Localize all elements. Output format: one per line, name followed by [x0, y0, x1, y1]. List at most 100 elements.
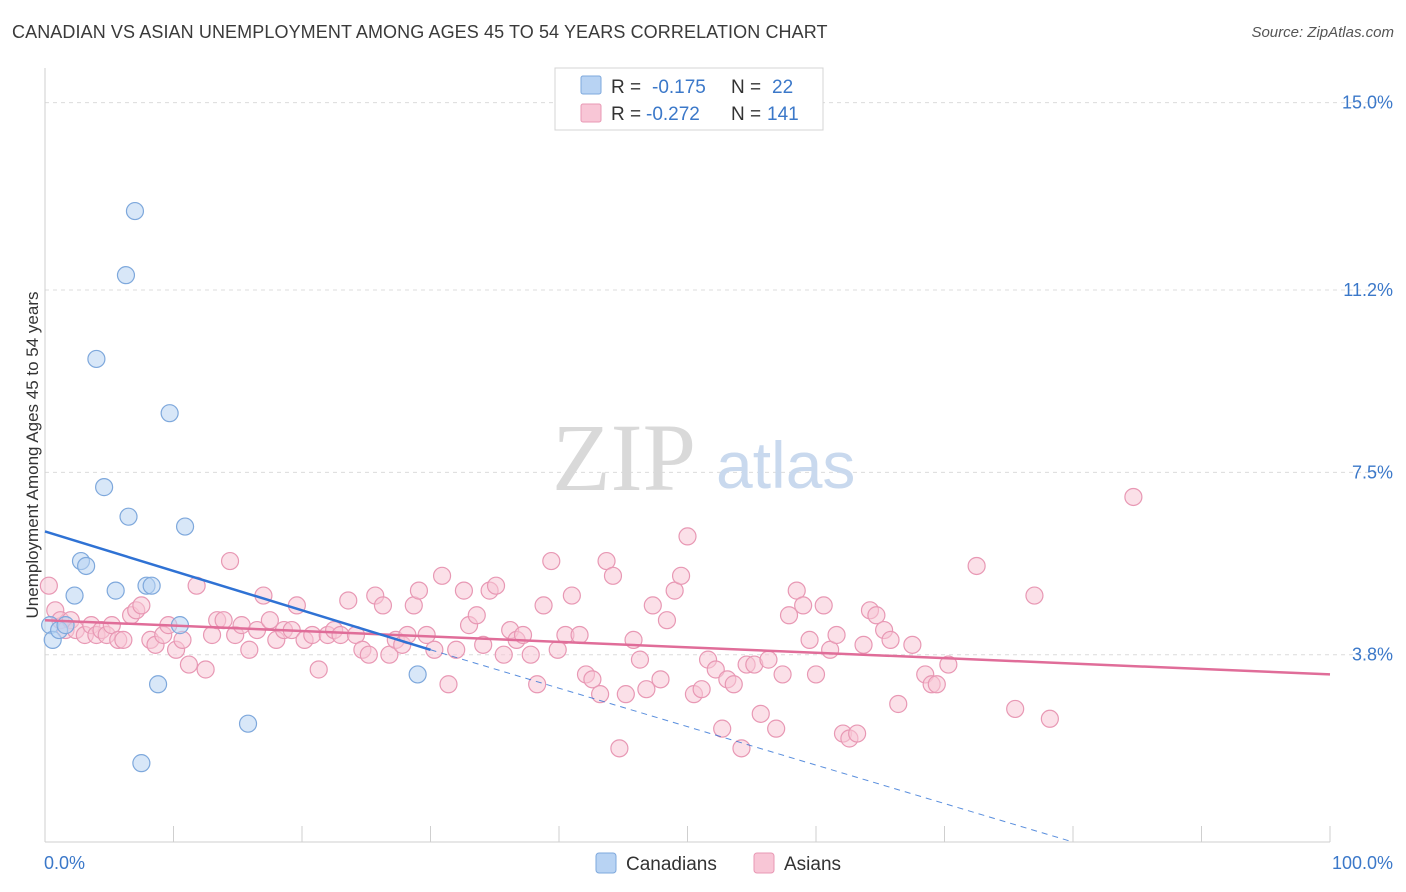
y-tick-label: 11.2%: [1343, 280, 1393, 300]
asians-point: [767, 719, 786, 738]
asians-point: [643, 596, 662, 615]
asians-point: [773, 665, 792, 684]
canadians-n-value: 22: [772, 77, 793, 98]
asians-point: [232, 616, 251, 635]
asians-point: [1006, 699, 1025, 719]
asians-point: [409, 581, 429, 600]
watermark-atlas: atlas: [716, 428, 855, 502]
asians-point: [610, 739, 629, 758]
x-tick-labels: 0.0% 100.0%: [44, 853, 1393, 873]
asians-point: [534, 596, 553, 615]
asians-point: [630, 650, 650, 669]
asians-point: [867, 606, 886, 625]
asians-point: [759, 650, 778, 669]
asians-point: [713, 719, 732, 738]
chart-title: CANADIAN VS ASIAN UNEMPLOYMENT AMONG AGE…: [12, 22, 828, 42]
asians-point: [439, 675, 458, 694]
asians-point: [214, 611, 233, 630]
asians-point: [800, 630, 819, 650]
asians-point: [432, 566, 452, 585]
asians-point: [637, 680, 656, 699]
canadians-point: [116, 266, 136, 285]
asians-point: [570, 625, 589, 645]
asians-point: [967, 556, 986, 576]
watermark: ZIP atlas: [552, 404, 855, 511]
asians-point: [486, 576, 506, 595]
canadians-point: [132, 754, 151, 773]
canadians-point: [160, 404, 179, 423]
asians-point: [671, 566, 691, 585]
asians-series-label: Asians: [784, 854, 841, 875]
canadians-r-label: R =: [611, 77, 641, 98]
asians-trend-line: [44, 618, 1331, 676]
canadians-point: [408, 665, 427, 684]
asians-point: [220, 551, 240, 571]
canadians-trend-extension: [430, 649, 1074, 843]
canadians-trend-line: [44, 530, 431, 651]
asians-point: [173, 630, 192, 650]
canadians-r-value: -0.175: [652, 77, 706, 98]
asians-point: [474, 635, 493, 654]
watermark-zip: ZIP: [552, 404, 696, 511]
canadians-point: [119, 507, 138, 526]
asians-point: [794, 596, 813, 615]
asians-point: [240, 640, 259, 659]
asians-point: [591, 685, 610, 704]
canadians-point: [87, 349, 106, 369]
asians-point: [196, 660, 215, 679]
asians-point: [425, 640, 444, 659]
grid: [45, 102, 1380, 656]
x-tick-label-max: 100.0%: [1332, 853, 1393, 873]
asians-point: [583, 670, 602, 689]
asians-point: [751, 704, 770, 723]
canadians-point: [125, 201, 145, 221]
asians-point: [706, 660, 725, 679]
asians-point: [827, 625, 846, 645]
y-tick-labels: 3.8% 7.5% 11.2% 15.0%: [1342, 93, 1393, 665]
asians-point: [854, 635, 873, 654]
asians-point: [447, 640, 466, 659]
canadians-point: [77, 556, 96, 576]
asians-point: [806, 665, 826, 684]
canadians-point: [175, 517, 195, 536]
canadians-point: [56, 616, 75, 635]
asians-r-value: -0.272: [646, 104, 700, 125]
asians-point: [1025, 586, 1044, 605]
asians-point: [467, 606, 486, 625]
asians-point: [651, 670, 670, 689]
y-tick-label: 3.8%: [1352, 645, 1393, 665]
asians-point: [528, 675, 547, 694]
asians-point: [521, 645, 540, 664]
asians-point: [848, 724, 867, 743]
asians-point: [678, 527, 697, 546]
canadians-point: [142, 576, 161, 595]
asians-point: [494, 645, 513, 664]
asians-point: [603, 566, 623, 585]
asians-point: [132, 596, 151, 615]
canadians-point: [95, 478, 114, 497]
asians-point: [542, 551, 561, 571]
axes: [44, 68, 1331, 843]
y-tick-label: 7.5%: [1352, 462, 1393, 482]
canadians-point: [238, 714, 258, 733]
canadians-point: [106, 581, 125, 600]
asians-point: [881, 630, 900, 650]
asians-point: [179, 655, 199, 674]
canadians-point: [65, 586, 84, 605]
asians-points: [39, 487, 1143, 758]
source-label: Source: ZipAtlas.com: [1251, 24, 1394, 41]
asians-point: [724, 675, 743, 694]
trend-lines: [44, 530, 1331, 843]
asians-point: [39, 576, 58, 595]
asians-point: [331, 625, 350, 645]
canadians-legend-swatch: [580, 75, 602, 95]
asians-point: [732, 739, 751, 758]
stats-legend: R = -0.175 N = 22 R = -0.272 N = 141: [554, 67, 824, 131]
asians-point: [657, 611, 677, 630]
asians-point: [562, 586, 581, 605]
asians-point: [373, 596, 393, 615]
canadians-points: [41, 201, 427, 773]
asians-point: [692, 680, 711, 699]
asians-legend-swatch: [580, 103, 602, 123]
y-axis-title: Unemployment Among Ages 45 to 54 years: [23, 292, 42, 619]
